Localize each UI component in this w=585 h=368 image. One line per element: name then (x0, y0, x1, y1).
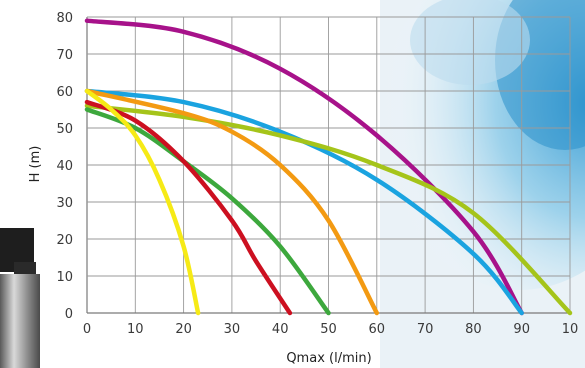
x-tick-label: 70 (417, 322, 434, 337)
pump-curve-line-4 (84, 88, 380, 316)
pump-curve-line-2 (84, 88, 524, 316)
pump-curve-line-1 (84, 18, 524, 316)
y-tick-label: 20 (56, 233, 73, 248)
x-tick-label: 90 (513, 322, 530, 337)
x-tick-label: 30 (224, 322, 241, 337)
pump-image (0, 228, 40, 368)
y-tick-label: 0 (65, 307, 73, 322)
pump-curve-line-5 (84, 107, 331, 316)
y-tick-label: 80 (56, 11, 73, 26)
x-tick-label: 40 (272, 322, 289, 337)
x-tick-label: 60 (369, 322, 386, 337)
x-tick-label: 10 (127, 322, 144, 337)
x-tick-label: 80 (465, 322, 482, 337)
x-tick-label: 10 (562, 322, 579, 337)
pump-collar (14, 262, 36, 276)
pump-curve-line-6 (84, 99, 293, 316)
y-tick-label: 50 (56, 122, 73, 137)
x-axis-title: Qmax (l/min) (286, 351, 371, 366)
y-tick-label: 40 (56, 159, 73, 174)
y-tick-label: 70 (56, 48, 73, 63)
y-tick-label: 10 (56, 270, 73, 285)
x-tick-label: 20 (175, 322, 192, 337)
y-tick-label: 60 (56, 85, 73, 100)
x-tick-label: 0 (83, 322, 91, 337)
pump-body (0, 274, 40, 368)
pump-curve-line-3 (84, 103, 573, 316)
y-axis-title: H (m) (28, 146, 43, 183)
y-tick-label: 30 (56, 196, 73, 211)
x-tick-label: 50 (320, 322, 337, 337)
cloud-shape (410, 0, 530, 85)
chart-series (84, 18, 573, 316)
pump-curve-line-7 (84, 88, 201, 316)
